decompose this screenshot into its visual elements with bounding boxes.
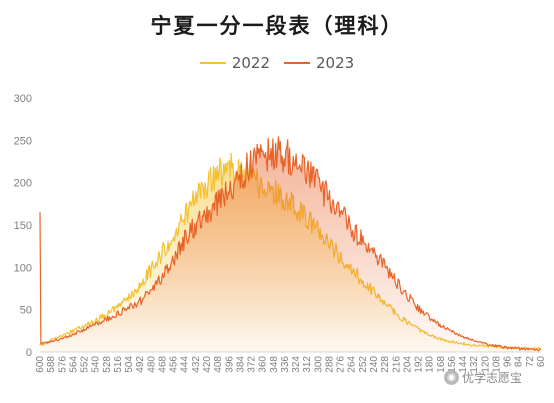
legend-item-2023: 2023 [284, 54, 354, 72]
x-tick-label: 372 [247, 356, 258, 373]
x-tick-label: 564 [68, 356, 79, 373]
x-tick-label: 576 [57, 356, 68, 373]
x-tick-label: 168 [436, 356, 447, 373]
x-tick-label: 516 [113, 356, 124, 373]
legend-swatch-2022 [199, 62, 226, 64]
watermark: ◉ 优学志愿宝 [444, 369, 522, 386]
x-tick-label: 60 [536, 356, 547, 368]
x-tick-label: 108 [491, 356, 502, 373]
x-tick-label: 384 [235, 356, 246, 373]
x-tick-label: 420 [202, 356, 213, 373]
x-tick-label: 468 [157, 356, 168, 373]
y-tick-label: 50 [20, 305, 32, 317]
x-tick-label: 456 [169, 356, 180, 373]
wechat-icon: ◉ [444, 370, 459, 385]
x-tick-label: 216 [391, 356, 402, 373]
x-tick-label: 600 [35, 356, 46, 373]
watermark-text: 优学志愿宝 [462, 371, 523, 385]
x-tick-label: 552 [80, 356, 91, 373]
x-tick-label: 480 [146, 356, 157, 373]
y-tick-label: 0 [26, 347, 32, 359]
x-tick-label: 276 [336, 356, 347, 373]
x-tick-label: 528 [102, 356, 113, 373]
x-tick-label: 96 [503, 356, 514, 368]
y-tick-label: 250 [14, 135, 32, 147]
chart-legend: 2022 2023 [0, 54, 554, 72]
x-tick-label: 240 [369, 356, 380, 373]
legend-label-2022: 2022 [231, 54, 270, 72]
x-tick-label: 336 [280, 356, 291, 373]
y-tick-label: 150 [14, 220, 32, 232]
x-tick-label: 588 [46, 356, 57, 373]
x-tick-label: 84 [514, 356, 525, 368]
x-tick-label: 228 [380, 356, 391, 373]
x-tick-label: 132 [469, 356, 480, 373]
x-tick-label: 192 [414, 356, 425, 373]
x-tick-label: 504 [124, 356, 135, 373]
x-tick-label: 444 [180, 356, 191, 373]
x-tick-label: 396 [224, 356, 235, 373]
x-tick-label: 264 [347, 356, 358, 373]
x-tick-label: 72 [525, 356, 536, 368]
x-tick-label: 288 [324, 356, 335, 373]
series-area-2023 [40, 136, 541, 352]
x-tick-label: 144 [458, 356, 469, 373]
chart-title: 宁夏一分一段表（理科） [150, 14, 404, 38]
legend-label-2023: 2023 [316, 54, 355, 72]
series-line-2023 [39, 136, 541, 352]
y-tick-label: 200 [14, 178, 32, 190]
x-tick-label: 252 [358, 356, 369, 373]
x-tick-label: 204 [402, 356, 413, 373]
x-tick-label: 300 [313, 356, 324, 373]
y-tick-label: 100 [14, 262, 32, 274]
x-tick-label: 432 [191, 356, 202, 373]
x-tick-label: 312 [302, 356, 313, 373]
x-tick-label: 360 [258, 356, 269, 373]
x-tick-label: 324 [291, 356, 302, 373]
legend-item-2022: 2022 [199, 54, 270, 72]
x-tick-label: 120 [480, 356, 491, 373]
x-tick-label: 540 [91, 356, 102, 373]
legend-swatch-2023 [284, 62, 310, 64]
x-tick-label: 156 [447, 356, 458, 373]
x-tick-label: 348 [269, 356, 280, 373]
x-tick-label: 492 [135, 356, 146, 373]
y-tick-label: 300 [14, 93, 32, 105]
x-tick-label: 408 [213, 356, 224, 373]
x-tick-label: 180 [425, 356, 436, 373]
